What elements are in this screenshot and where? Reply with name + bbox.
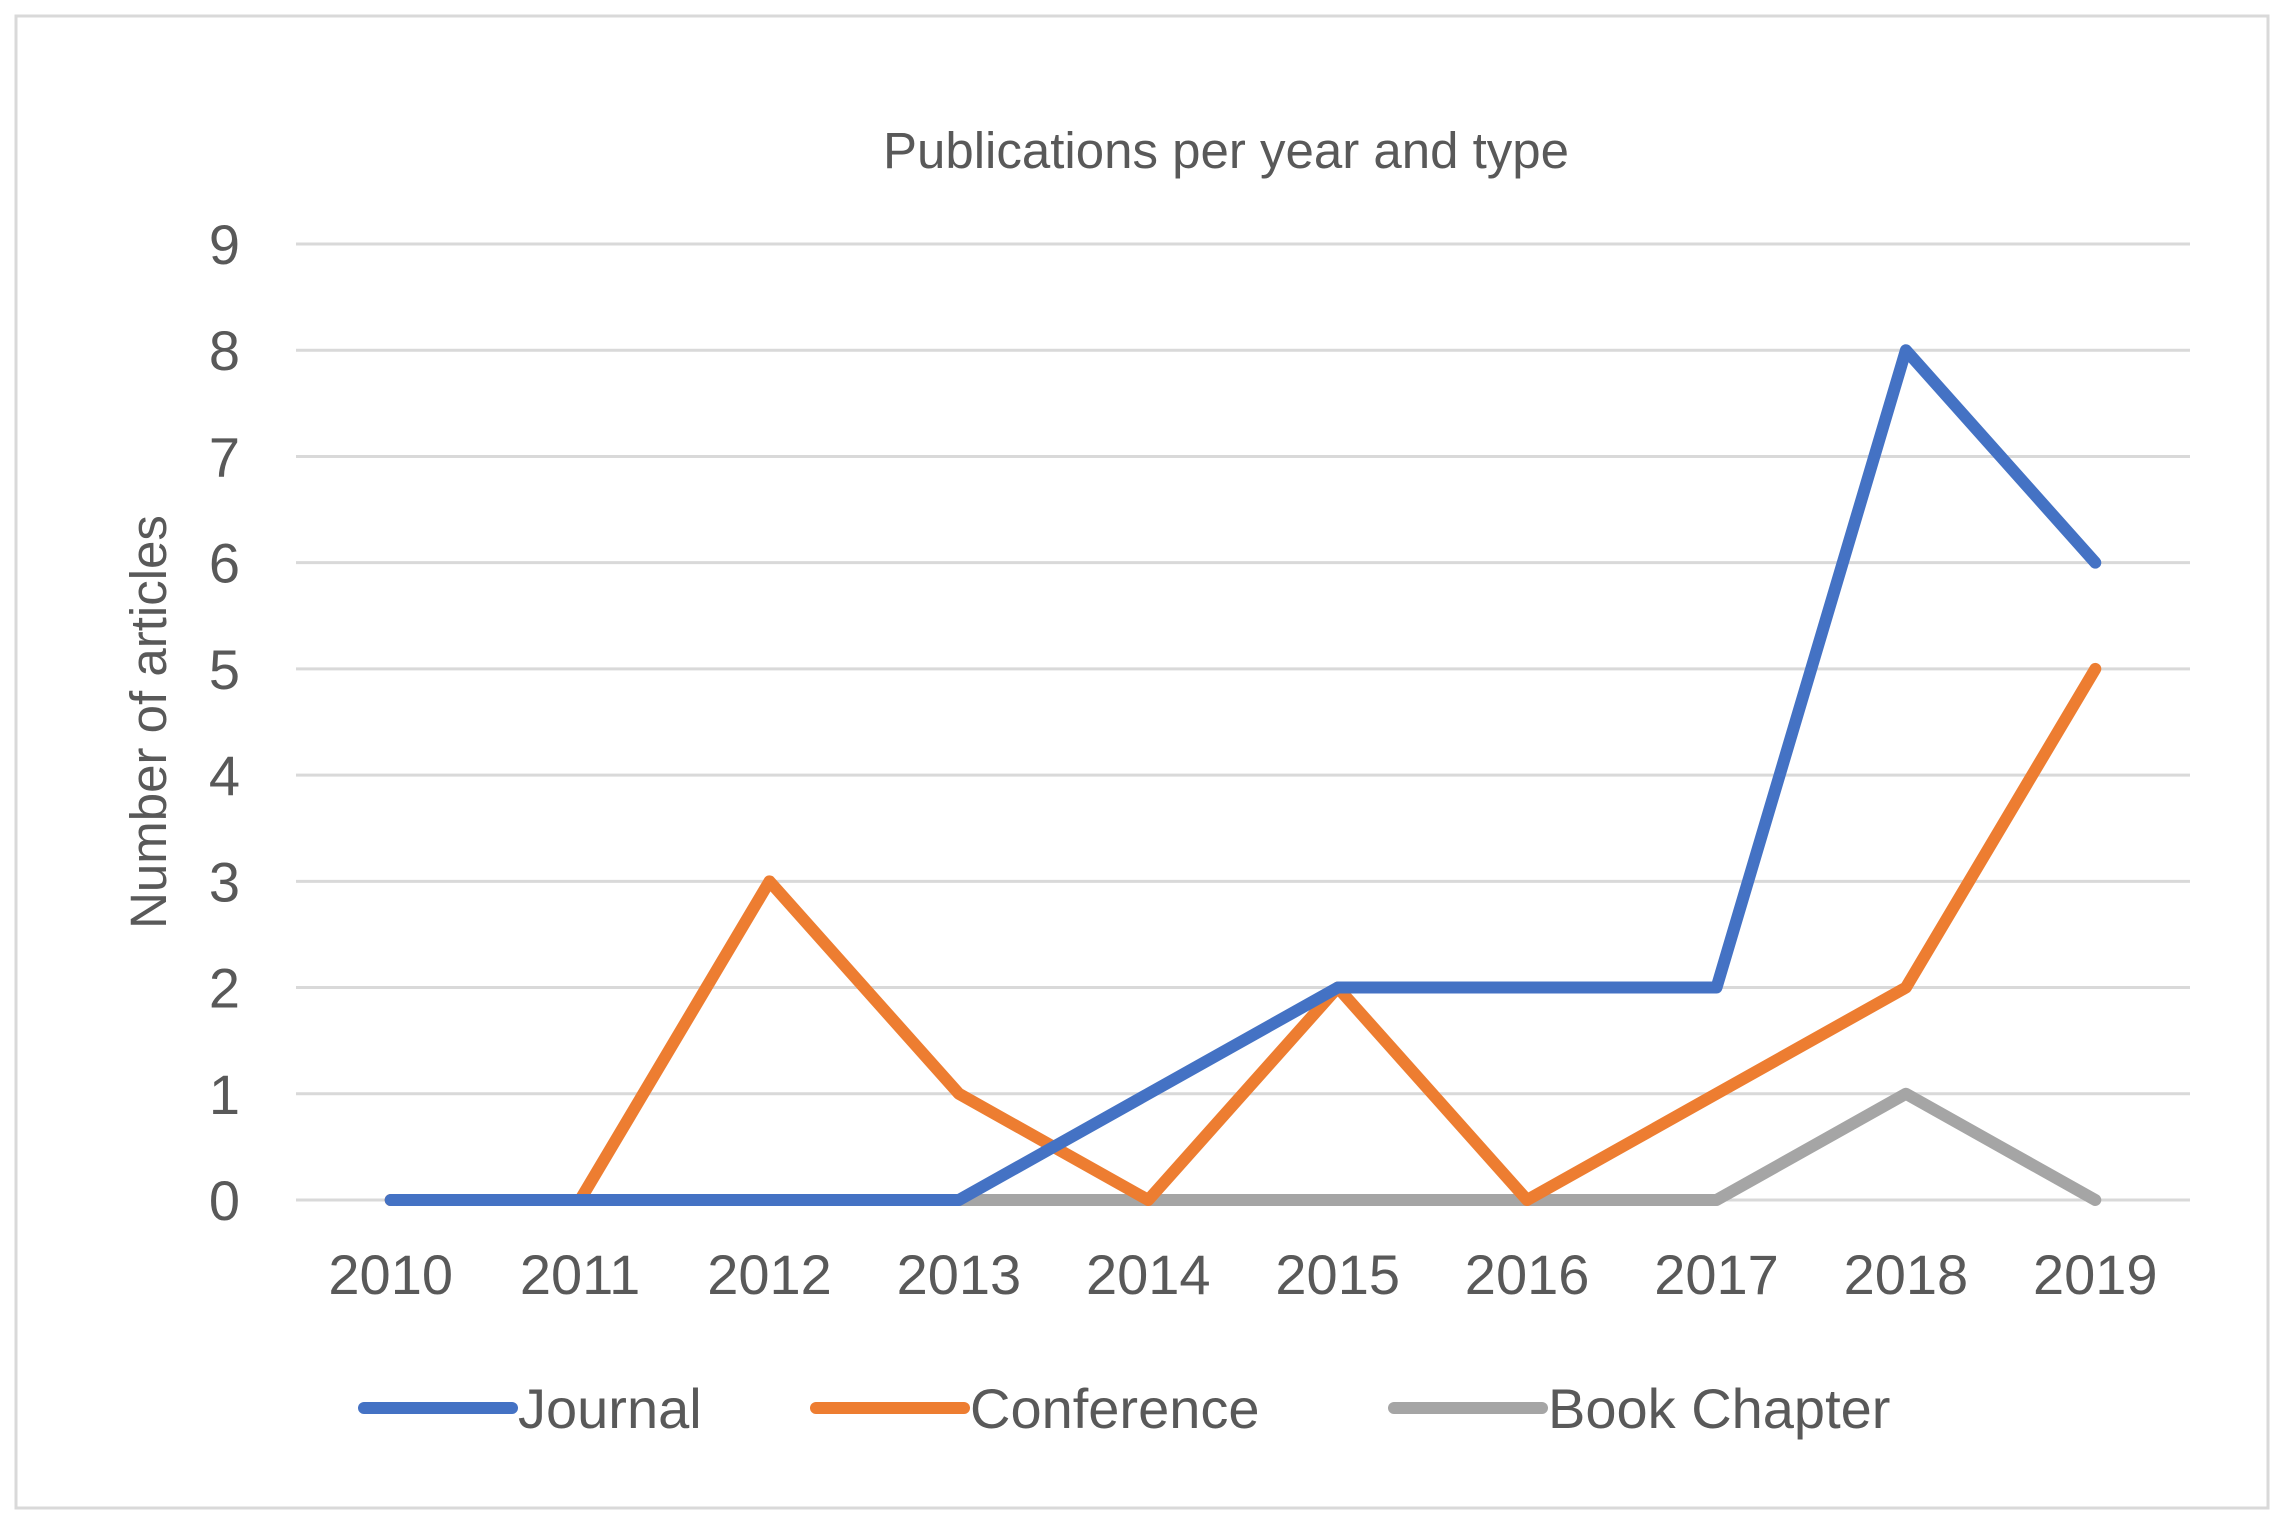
y-tick-label: 4: [209, 744, 240, 807]
y-tick-label: 6: [209, 532, 240, 595]
legend-label: Book Chapter: [1548, 1377, 1890, 1440]
y-tick-labels: 0 1 2 3 4 5 6 7 8 9: [209, 213, 240, 1232]
x-tick-label: 2012: [707, 1243, 832, 1306]
legend: Journal Conference Book Chapter: [358, 1377, 1890, 1440]
series-line-journal: [384, 344, 2102, 1206]
y-tick-label: 7: [209, 425, 240, 488]
x-tick-label: 2014: [1086, 1243, 1211, 1306]
x-tick-label: 2011: [520, 1243, 640, 1306]
x-tick-label: 2010: [328, 1243, 453, 1306]
chart-border: [14, 14, 2270, 1510]
y-tick-label: 2: [209, 957, 240, 1020]
legend-label: Journal: [518, 1377, 702, 1440]
x-tick-labels: 2010 2011 2012 2013 2014 2015 2016 2017 2018 2019: [328, 1243, 2157, 1306]
chart-title: Publications per year and type: [883, 122, 1569, 179]
x-tick-label: 2016: [1465, 1243, 1590, 1306]
series-line-conference: [384, 662, 2102, 1206]
x-tick-label: 2019: [2033, 1243, 2158, 1306]
y-tick-label: 9: [209, 213, 240, 276]
series-lines: [384, 344, 2102, 1206]
y-tick-label: 5: [209, 638, 240, 701]
x-tick-label: 2017: [1654, 1243, 1779, 1306]
x-tick-label: 2018: [1844, 1243, 1969, 1306]
y-axis-label: Number of articles: [120, 515, 177, 929]
x-tick-label: 2015: [1275, 1243, 1400, 1306]
y-tick-label: 1: [209, 1063, 240, 1126]
y-tick-label: 0: [209, 1169, 240, 1232]
y-tick-label: 8: [209, 319, 240, 382]
y-tick-label: 3: [209, 850, 240, 913]
legend-label: Conference: [970, 1377, 1260, 1440]
x-tick-label: 2013: [897, 1243, 1022, 1306]
